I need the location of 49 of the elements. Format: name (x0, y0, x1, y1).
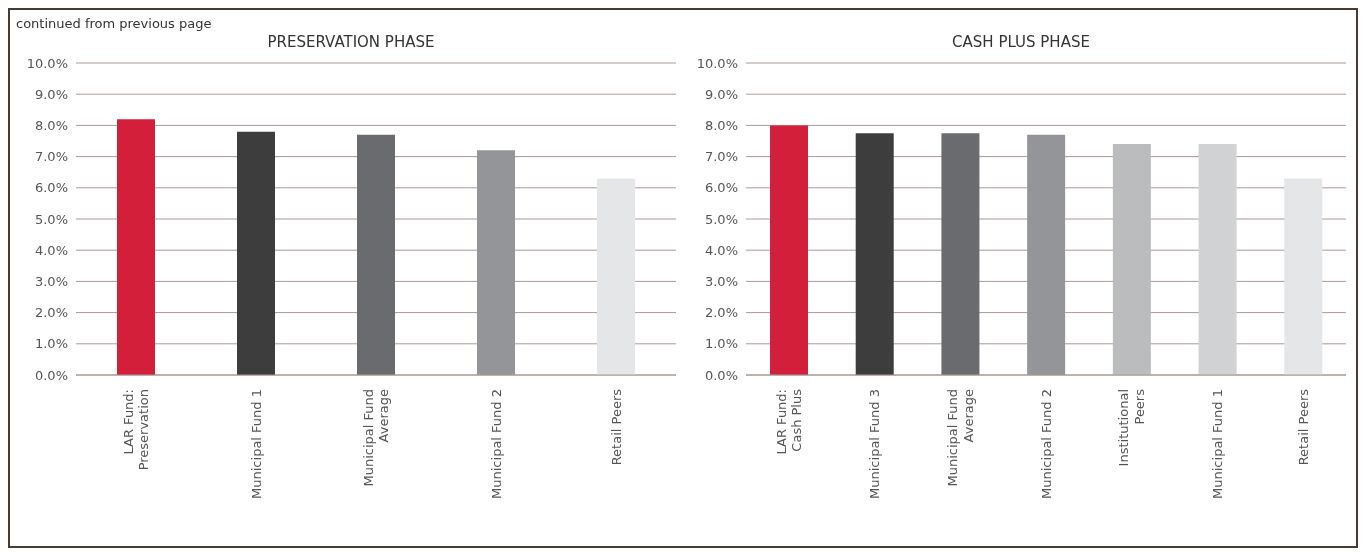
y-tick-label: 6.0% (704, 180, 738, 196)
chart-title: PRESERVATION PHASE (266, 33, 436, 53)
y-tick-label: 10.0% (26, 55, 68, 71)
chart-title: CASH PLUS PHASE (951, 33, 1091, 53)
y-tick-label: 2.0% (704, 305, 738, 321)
y-tick-label: 3.0% (704, 274, 738, 290)
y-tick-label: 3.0% (34, 274, 68, 290)
y-tick-label: 8.0% (34, 118, 68, 134)
y-tick-label: 0.0% (704, 367, 738, 383)
x-tick-label: Retail Peers (1295, 388, 1311, 466)
y-tick-label: 6.0% (34, 180, 68, 196)
y-tick-label: 7.0% (34, 149, 68, 165)
y-tick-label: 2.0% (34, 305, 68, 321)
x-tick-label: Municipal Fund 2 (1038, 389, 1054, 499)
x-tick-label: Municipal Fund Average (945, 389, 976, 487)
x-tick-label: Municipal Fund 3 (867, 389, 883, 499)
bar (477, 150, 515, 375)
x-tick-label: LAR Fund: Preservation (120, 389, 152, 471)
bar (941, 133, 980, 375)
x-tick-label: Municipal Fund 1 (248, 389, 264, 499)
bar (357, 134, 395, 375)
y-tick-label: 8.0% (704, 118, 738, 134)
x-tick-label: Institutional Peers (1116, 388, 1148, 467)
y-tick-label: 9.0% (34, 86, 68, 102)
y-tick-label: 7.0% (704, 149, 738, 165)
bar (1284, 178, 1323, 375)
y-tick-label: 5.0% (34, 211, 68, 227)
bar (237, 131, 275, 375)
y-tick-label: 4.0% (34, 242, 68, 258)
bar (117, 119, 155, 375)
y-tick-label: 9.0% (704, 86, 738, 102)
x-tick-label: Retail Peers (608, 388, 624, 466)
y-tick-label: 5.0% (704, 211, 738, 227)
y-tick-label: 1.0% (704, 336, 738, 352)
bar (1198, 144, 1237, 375)
bar (855, 133, 894, 375)
bar (1027, 134, 1066, 375)
x-tick-label: Municipal Fund 2 (488, 389, 504, 499)
bar (1112, 144, 1151, 375)
x-tick-label: LAR Fund: Cash Plus (773, 388, 805, 455)
y-tick-label: 4.0% (704, 242, 738, 258)
y-tick-label: 1.0% (34, 336, 68, 352)
text: continued from previous page (16, 16, 213, 31)
y-tick-label: 10.0% (696, 55, 738, 71)
bar (770, 125, 808, 375)
y-tick-label: 0.0% (34, 367, 68, 383)
x-tick-label: Municipal Fund 1 (1209, 389, 1225, 499)
bar (597, 178, 635, 375)
x-tick-label: Municipal Fund Average (360, 389, 392, 487)
